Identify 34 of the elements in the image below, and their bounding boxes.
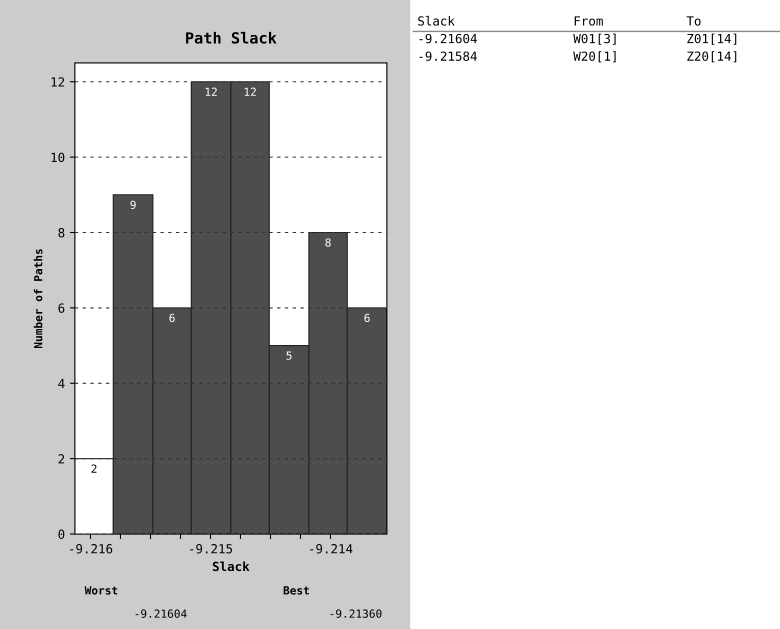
text: Z01[14] — [687, 34, 736, 45]
text: Z20[14] — [687, 51, 736, 62]
text: Best — [284, 586, 309, 595]
y-tick-label: 10 — [52, 152, 64, 162]
text: -9.21360 — [330, 609, 382, 618]
text: W20[1] — [573, 51, 616, 62]
chart-title: Path Slack — [186, 32, 277, 44]
x-tick-label: -9.216 — [70, 544, 112, 554]
y-tick-label: 6 — [58, 303, 64, 313]
text: W01[3] — [573, 34, 616, 45]
data-label: 6 — [364, 314, 370, 322]
y-tick-label: 8 — [58, 228, 64, 238]
y-axis-title: Number of Paths — [34, 249, 42, 348]
y-tick-label: 0 — [58, 530, 64, 539]
text: -9.21584 — [419, 51, 477, 61]
text: Worst — [84, 586, 118, 595]
data-label: 8 — [325, 238, 331, 247]
text: Slack — [418, 16, 455, 26]
text: From — [574, 16, 603, 26]
y-tick-label: 2 — [58, 454, 64, 464]
text: To — [686, 16, 701, 26]
text: -9.21604 — [136, 609, 187, 618]
data-label: 12 — [244, 88, 256, 96]
data-label: 2 — [92, 464, 96, 473]
text: -9.21604 — [419, 34, 477, 44]
data-label: 12 — [206, 88, 217, 96]
y-tick-label: 12 — [52, 77, 64, 87]
y-tick-label: 4 — [58, 378, 65, 388]
x-axis-title: Slack — [212, 561, 250, 572]
x-tick-label: -9.214 — [310, 544, 352, 554]
x-tick-label: -9.215 — [190, 544, 232, 554]
data-label: 5 — [286, 352, 292, 360]
data-label: 6 — [169, 314, 175, 322]
data-label: 9 — [130, 200, 136, 210]
